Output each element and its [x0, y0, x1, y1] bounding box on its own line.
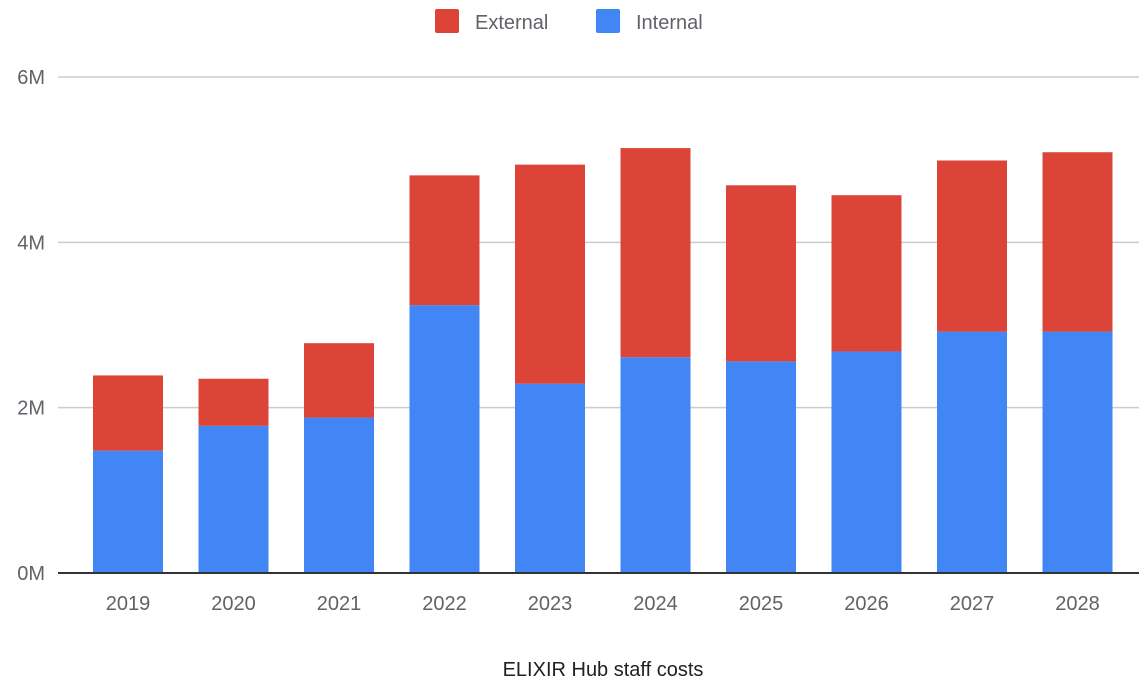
x-tick-label: 2025 [739, 593, 784, 615]
bar-internal-2027 [937, 331, 1007, 573]
bar-internal-2019 [93, 450, 163, 573]
bar-external-2024 [620, 148, 691, 358]
legend-label-internal: Internal [636, 12, 703, 34]
bar-internal-2025 [726, 361, 796, 573]
bar-external-2023 [515, 164, 585, 384]
y-tick-label: 4M [17, 232, 45, 254]
bar-external-2020 [198, 378, 269, 426]
legend-label-external: External [475, 12, 548, 34]
x-tick-label: 2023 [528, 593, 573, 615]
x-tick-label: 2024 [633, 593, 678, 615]
bar-internal-2028 [1042, 331, 1113, 573]
y-tick-label: 0M [17, 563, 45, 585]
bar-external-2021 [304, 343, 374, 418]
x-tick-label: 2027 [950, 593, 995, 615]
bar-external-2022 [409, 175, 480, 306]
bar-internal-2026 [831, 351, 902, 573]
x-axis-title: ELIXIR Hub staff costs [503, 659, 704, 681]
bar-external-2027 [937, 160, 1007, 332]
bar-internal-2020 [198, 425, 269, 573]
y-tick-label: 2M [17, 398, 45, 420]
axes: 0M 2M 4M 6M 2019 2020 2021 2022 2023 2024 2025 2026… [17, 67, 1139, 615]
x-tick-label: 2028 [1055, 593, 1100, 615]
x-tick-label: 2021 [317, 593, 362, 615]
bar-external-2026 [831, 195, 902, 352]
bar-external-2019 [93, 375, 163, 451]
y-tick-label: 6M [17, 67, 45, 89]
legend: External Internal [435, 9, 703, 34]
x-tick-label: 2020 [211, 593, 256, 615]
legend-swatch-external [435, 9, 459, 33]
bars [93, 148, 1113, 573]
x-tick-label: 2026 [844, 593, 889, 615]
bar-external-2028 [1042, 152, 1113, 332]
x-tick-label: 2022 [422, 593, 467, 615]
bar-external-2025 [726, 185, 796, 362]
x-tick-label: 2019 [106, 593, 151, 615]
bar-internal-2022 [409, 305, 480, 573]
bar-internal-2021 [304, 417, 374, 573]
legend-swatch-internal [596, 9, 620, 33]
bar-internal-2023 [515, 383, 585, 573]
bar-internal-2024 [620, 357, 691, 573]
